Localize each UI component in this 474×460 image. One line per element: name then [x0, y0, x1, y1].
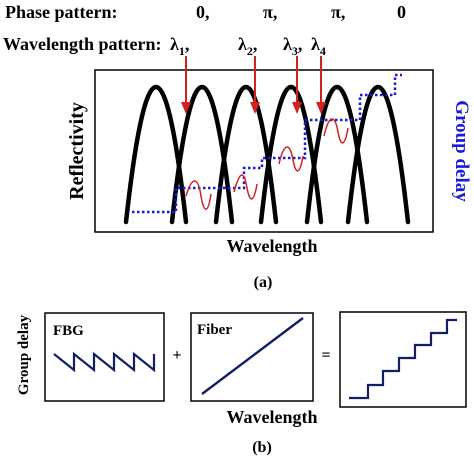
- local-delay-ripple-1: [185, 180, 212, 210]
- phase-value-4: 0: [397, 2, 406, 22]
- reflectivity-lobe-4: [258, 84, 324, 225]
- group-delay-staircase: [132, 73, 402, 214]
- panel-fbg-label: FBG: [53, 323, 84, 339]
- wavelength-axis-label-b: Wavelength: [226, 407, 317, 427]
- plot-frame: [94, 69, 434, 233]
- equals-sign: =: [321, 347, 330, 364]
- reflectivity-curve: [123, 84, 411, 225]
- reflectivity-axis-label: Reflectivity: [66, 102, 88, 200]
- reflectivity-lobe-1: [123, 84, 189, 225]
- wavelength-axis-label-a: Wavelength: [226, 236, 317, 256]
- lambda-1: λ1,: [170, 34, 189, 58]
- fbg-sawtooth: [53, 351, 156, 373]
- local-delay-ripple-4: [323, 118, 349, 144]
- caption-a: (a): [254, 274, 273, 291]
- panel-fiber-frame: [190, 312, 314, 402]
- arrow-lambda-4: [316, 56, 326, 114]
- phase-value-3: π,: [331, 2, 345, 22]
- total-delay-staircase: [349, 318, 457, 400]
- lambda-2: λ2,: [238, 34, 257, 58]
- fiber-delay-line: [201, 317, 304, 395]
- wavelength-arrows: [181, 56, 326, 114]
- arrow-lambda-2: [250, 56, 260, 114]
- group-delay-axis-label-b: Group delay: [16, 314, 32, 395]
- arrow-lambda-1: [181, 56, 191, 114]
- panel-fbg-frame: [44, 312, 165, 402]
- lambda-4: λ4: [311, 34, 326, 58]
- phase-pattern-label: Phase pattern:: [5, 2, 117, 22]
- reflectivity-lobe-6: [345, 84, 411, 225]
- reflectivity-lobe-5: [304, 84, 370, 225]
- local-delay-ripple-3: [278, 146, 304, 172]
- plus-sign: +: [172, 347, 181, 364]
- phase-value-1: 0,: [196, 2, 210, 22]
- panel-total-frame: [339, 311, 467, 408]
- phase-value-2: π,: [263, 2, 277, 22]
- group-delay-axis-label-a: Group delay: [451, 100, 472, 202]
- wavelength-pattern-label: Wavelength pattern:: [3, 34, 161, 54]
- lambda-3: λ3,: [283, 34, 302, 58]
- local-group-delay-ripples: [185, 118, 349, 210]
- panel-total: [339, 311, 467, 408]
- panel-fiber-label: Fiber: [197, 322, 232, 338]
- reflectivity-lobe-3: [213, 84, 279, 225]
- panel-fiber: Fiber: [190, 312, 314, 402]
- caption-b: (b): [252, 439, 272, 456]
- panel-fbg: FBG: [44, 312, 165, 402]
- arrow-lambda-3: [292, 56, 302, 114]
- local-delay-ripple-2: [233, 174, 258, 200]
